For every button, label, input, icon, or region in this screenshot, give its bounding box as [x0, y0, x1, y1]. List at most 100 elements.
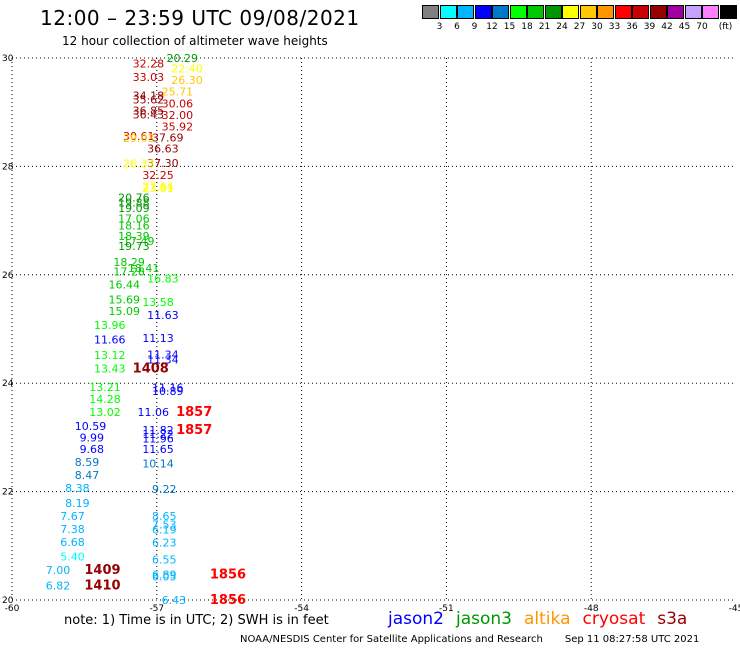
wave-height-point: 8.65	[152, 510, 177, 523]
wave-height-point: 16.83	[147, 273, 179, 286]
wave-height-point: 22.40	[171, 62, 203, 75]
wave-height-point: 6.23	[152, 537, 177, 550]
wave-height-point: 7.38	[60, 523, 84, 536]
satellite-legend-item: cryosat	[582, 609, 646, 629]
satellite-legend-item: altika	[524, 609, 571, 629]
wave-height-point: 26.33	[123, 158, 155, 171]
wave-height-point: 36.85	[133, 105, 165, 118]
legend-swatch	[632, 5, 649, 19]
legend-label: 9	[471, 22, 478, 32]
legend-swatch	[702, 5, 719, 19]
pass-time-label: 1408	[133, 362, 169, 377]
legend-swatch	[719, 5, 737, 19]
credit-text: NOAA/NESDIS Center for Satellite Applica…	[240, 634, 543, 645]
y-tick-label: 26	[2, 271, 14, 281]
wave-height-point: 11.65	[142, 443, 174, 456]
wave-height-point: 34.18	[133, 89, 165, 102]
satellite-legend-item: jason3	[456, 609, 512, 629]
legend-label: 39	[643, 22, 656, 32]
satellite-legend-item: s3a	[657, 609, 688, 629]
wave-height-point: 11.96	[142, 432, 174, 445]
legend-label: 6	[454, 22, 460, 32]
legend-label: 30	[591, 22, 603, 32]
pass-time-label: 1856	[210, 568, 246, 583]
legend-swatch	[527, 5, 544, 19]
legend-label: 3	[436, 22, 443, 32]
wave-height-point: 36.63	[147, 143, 179, 156]
wave-height-point: 32.00	[162, 109, 194, 122]
satellite-legend-item: jason2	[388, 609, 444, 629]
wave-height-point: 27.64	[142, 180, 174, 193]
legend-label: 21	[538, 22, 551, 32]
legend-swatch	[667, 5, 684, 19]
legend-label: 70	[696, 22, 708, 32]
wave-height-point: 5.40	[60, 551, 84, 564]
wave-height-point: 11.22	[142, 428, 174, 441]
wave-height-point: 15.69	[109, 294, 140, 307]
wave-height-point: 37.30	[147, 157, 179, 170]
wave-height-point: 8.38	[65, 482, 90, 495]
pass-time-label: 1409	[84, 563, 120, 578]
x-tick-label: -45	[729, 604, 740, 614]
wave-height-point: 18.41	[128, 262, 160, 275]
legend-swatch	[509, 5, 527, 19]
wave-height-point: 13.58	[142, 296, 174, 309]
y-tick-label: 30	[2, 54, 14, 64]
legend-swatch	[474, 5, 492, 19]
wave-height-point: 20.76	[118, 191, 150, 204]
wave-height-point: 14.28	[89, 393, 121, 406]
wave-height-point: 11.13	[142, 332, 174, 345]
wave-height-point: 9.99	[80, 431, 105, 444]
legend-swatch	[684, 5, 702, 19]
x-tick-label: -57	[149, 604, 164, 614]
legend-label: 15	[503, 22, 516, 32]
wave-height-point: 8.59	[75, 456, 100, 469]
wave-height-point: 10.89	[152, 385, 184, 398]
wave-height-point: 9.68	[80, 443, 105, 456]
wave-height-point: 17.28	[113, 266, 145, 279]
footnote: note: 1) Time is in UTC; 2) SWH is in fe…	[64, 613, 329, 628]
generated-timestamp: Sep 11 08:27:58 UTC 2021	[564, 634, 700, 645]
wave-height-point: 23.81	[142, 182, 174, 195]
wave-height-point: 6.43	[162, 594, 187, 607]
legend-swatch	[649, 5, 667, 19]
legend-swatch	[544, 5, 562, 19]
pass-time-label: 1857	[176, 423, 212, 438]
satellite-legend: jason2 jason3 altika cryosat s3a	[388, 609, 699, 629]
legend-swatch	[422, 5, 439, 19]
wave-height-point: 7.67	[60, 510, 84, 523]
legend-label: 12	[486, 22, 498, 32]
wave-height-point: 11.06	[137, 406, 169, 419]
wave-height-point: 13.96	[94, 319, 126, 332]
wave-height-point: 33.03	[133, 71, 165, 84]
legend-label: 45	[678, 22, 691, 32]
chart-subtitle: 12 hour collection of altimeter wave hei…	[62, 34, 328, 48]
wave-height-point: 6.19	[152, 524, 177, 537]
wave-height-point: 11.63	[147, 309, 179, 322]
legend-swatch	[562, 5, 579, 19]
legend-label: 42	[661, 22, 673, 32]
wave-height-point: 6.82	[46, 579, 71, 592]
wave-height-point: 11.66	[94, 333, 126, 346]
wave-height-point: 13.21	[89, 381, 121, 394]
x-tick-label: -60	[5, 604, 20, 614]
wave-height-point: 10.14	[142, 457, 174, 470]
wave-height-point: 11.34	[147, 353, 179, 366]
wave-height-point: 8.47	[75, 469, 100, 482]
x-tick-label: -51	[439, 604, 454, 614]
wave-height-point: 30.06	[162, 98, 194, 111]
wave-height-point: 11.16	[152, 382, 184, 395]
wave-height-point: 18.16	[118, 219, 150, 232]
wave-height-point: 11.82	[142, 424, 174, 437]
x-tick-label: -48	[584, 604, 599, 614]
legend-swatch	[597, 5, 614, 19]
wave-height-point: 7.00	[46, 564, 71, 577]
wave-height-point: 25.71	[162, 86, 194, 99]
wave-height-point: 8.19	[65, 497, 90, 510]
legend-swatch	[614, 5, 632, 19]
legend-label: (ft)	[718, 22, 733, 32]
wave-height-point: 17.49	[123, 235, 155, 248]
wave-height-point: 13.43	[94, 363, 126, 376]
wave-height-point: 9.22	[152, 483, 177, 496]
